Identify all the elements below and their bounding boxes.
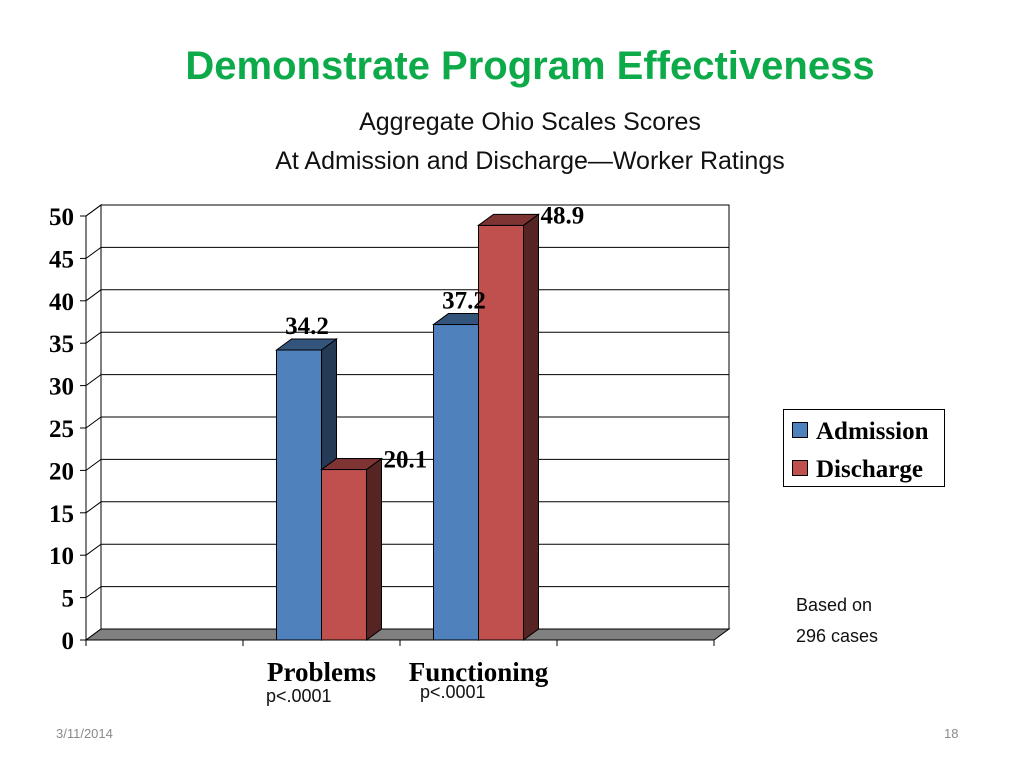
x-category-label: Functioning <box>409 657 549 687</box>
chart-subtitle-line2: At Admission and Discharge—Worker Rating… <box>275 147 785 175</box>
y-tick-label: 40 <box>49 289 74 316</box>
bar-top-discharge-problems <box>319 458 384 471</box>
chart-subtitle-line1: Aggregate Ohio Scales Scores <box>359 108 701 136</box>
p-value-problems: p<.0001 <box>266 686 332 706</box>
sample-size-note: Based on 296 cases <box>796 590 878 652</box>
chart-floor <box>84 628 731 641</box>
data-label-discharge-functioning: 48.9 <box>541 202 585 229</box>
data-label-admission-problems: 34.2 <box>285 313 329 340</box>
bar-front-discharge-functioning <box>478 224 524 641</box>
x-category-label: Problems <box>267 657 376 687</box>
y-tick-label: 0 <box>62 628 75 655</box>
y-tick-label: 10 <box>49 543 74 570</box>
data-label-discharge-problems: 20.1 <box>384 447 428 474</box>
y-tick-label: 20 <box>49 458 74 485</box>
sample-note-line2: 296 cases <box>796 626 879 646</box>
sample-note-line1: Based on <box>796 595 873 615</box>
bar-front-discharge-problems <box>321 469 367 641</box>
y-tick-label: 30 <box>49 374 74 401</box>
bar-side-discharge-problems <box>366 457 382 641</box>
bar-side-discharge-functioning <box>523 213 539 641</box>
bar-front-admission-functioning <box>433 324 479 641</box>
y-tick-label: 15 <box>49 501 74 528</box>
legend-label-admission: Admission <box>816 418 929 445</box>
y-tick-label: 45 <box>49 246 74 273</box>
y-tick-label: 5 <box>62 586 75 613</box>
slide-number: 18 <box>944 726 959 741</box>
legend-swatch-admission <box>792 422 808 438</box>
slide-date: 3/11/2014 <box>56 726 113 741</box>
data-label-admission-functioning: 37.2 <box>442 288 486 315</box>
bar-front-admission-problems <box>276 349 322 641</box>
bar-top-discharge-functioning <box>476 213 541 226</box>
y-tick-label: 35 <box>49 331 74 358</box>
legend-item-discharge: Discharge <box>792 456 923 484</box>
gridline <box>85 204 729 217</box>
chart-legend: Admission Discharge <box>783 409 945 487</box>
slide-title: Demonstrate Program Effectiveness <box>185 44 875 88</box>
legend-swatch-discharge <box>792 460 808 476</box>
legend-label-discharge: Discharge <box>816 456 923 483</box>
p-value-functioning: p<.0001 <box>420 682 486 702</box>
y-tick-label: 25 <box>49 416 74 443</box>
legend-item-admission: Admission <box>792 418 929 446</box>
bar-top-admission-problems <box>274 338 339 351</box>
y-tick-label: 50 <box>49 204 74 231</box>
